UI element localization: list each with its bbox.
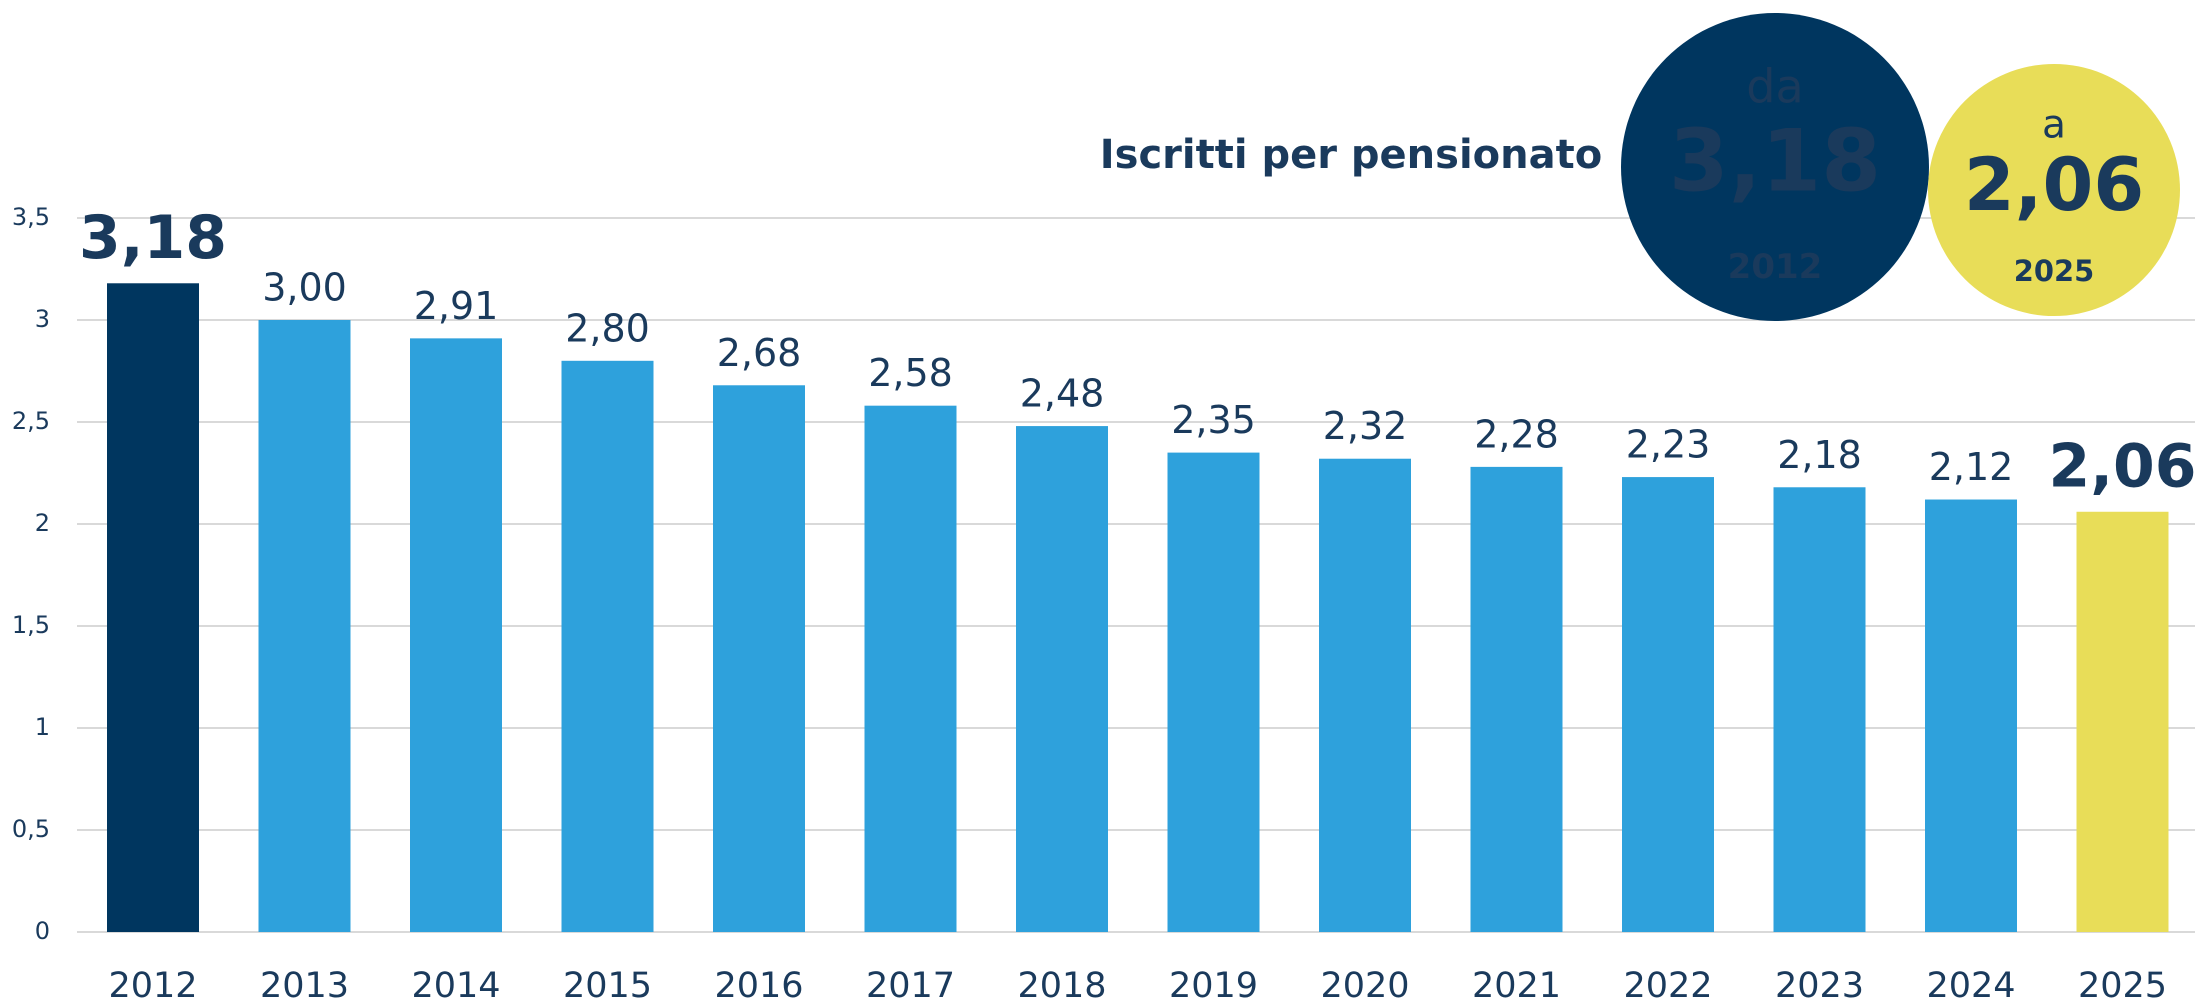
bar bbox=[864, 405, 957, 932]
bar bbox=[107, 283, 199, 932]
value-label: 2,06 bbox=[2048, 431, 2195, 501]
x-tick-label: 2015 bbox=[563, 966, 652, 1004]
badge-value: 2,06 bbox=[1964, 143, 2144, 228]
x-tick-label: 2019 bbox=[1169, 966, 1258, 1004]
y-tick-label: 0 bbox=[35, 917, 50, 945]
y-tick-label: 3 bbox=[35, 305, 50, 333]
bar bbox=[258, 320, 351, 932]
bar bbox=[2076, 511, 2169, 932]
y-tick-label: 1 bbox=[35, 713, 50, 741]
bar bbox=[1167, 452, 1260, 932]
x-tick-label: 2018 bbox=[1017, 966, 1106, 1004]
value-label: 2,12 bbox=[1929, 445, 2014, 489]
value-label: 2,80 bbox=[565, 306, 650, 350]
bar bbox=[561, 360, 654, 932]
badge-prefix: da bbox=[1746, 60, 1803, 114]
badge-year: 2025 bbox=[2014, 254, 2094, 288]
bar bbox=[1470, 466, 1563, 932]
y-tick-label: 1,5 bbox=[12, 611, 50, 639]
bar bbox=[1016, 426, 1108, 932]
y-tick-label: 0,5 bbox=[12, 815, 50, 843]
badge bbox=[1928, 64, 2180, 316]
x-tick-label: 2013 bbox=[260, 966, 349, 1004]
x-tick-label: 2023 bbox=[1775, 966, 1864, 1004]
y-tick-label: 2 bbox=[35, 509, 50, 537]
badge-prefix: a bbox=[2042, 103, 2066, 148]
badge bbox=[1621, 13, 1929, 321]
bar bbox=[1319, 458, 1411, 932]
badge-value: 3,18 bbox=[1669, 111, 1881, 211]
badge-year: 2012 bbox=[1728, 247, 1823, 287]
x-tick-label: 2024 bbox=[1926, 966, 2015, 1004]
x-tick-label: 2016 bbox=[714, 966, 803, 1004]
value-label: 2,58 bbox=[868, 351, 953, 395]
value-label: 2,48 bbox=[1020, 372, 1105, 416]
value-label: 2,28 bbox=[1474, 412, 1559, 456]
x-tick-label: 2017 bbox=[866, 966, 955, 1004]
value-label: 2,35 bbox=[1171, 398, 1256, 442]
value-label: 2,91 bbox=[414, 284, 499, 328]
value-label: 3,00 bbox=[262, 266, 347, 310]
x-tick-label: 2012 bbox=[108, 966, 197, 1004]
value-label: 2,23 bbox=[1626, 423, 1711, 467]
value-label: 3,18 bbox=[79, 203, 227, 273]
chart-title: Iscritti per pensionato bbox=[1100, 132, 1602, 178]
x-tick-label: 2025 bbox=[2078, 966, 2167, 1004]
value-label: 2,18 bbox=[1777, 433, 1862, 477]
x-tick-label: 2014 bbox=[411, 966, 500, 1004]
bar bbox=[1622, 477, 1714, 932]
bar bbox=[1925, 499, 2017, 932]
x-tick-label: 2021 bbox=[1472, 966, 1561, 1004]
value-label: 2,68 bbox=[717, 331, 802, 375]
bar bbox=[713, 385, 805, 932]
y-tick-label: 3,5 bbox=[12, 203, 50, 231]
x-tick-label: 2022 bbox=[1623, 966, 1712, 1004]
value-label: 2,32 bbox=[1323, 404, 1408, 448]
x-tick-label: 2020 bbox=[1320, 966, 1409, 1004]
bar bbox=[410, 338, 502, 932]
y-tick-label: 2,5 bbox=[12, 407, 50, 435]
bar bbox=[1773, 487, 1866, 932]
